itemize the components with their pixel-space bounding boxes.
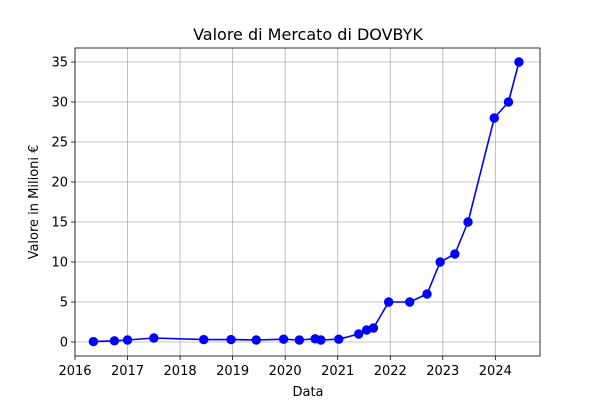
axes-frame bbox=[74, 47, 541, 357]
data-point-5 bbox=[226, 334, 236, 345]
data-point-7 bbox=[278, 334, 289, 344]
data-point-8 bbox=[294, 335, 305, 345]
data-point-17 bbox=[422, 289, 432, 299]
data-point-18 bbox=[435, 257, 445, 267]
x-tick-label-2020: 2020 bbox=[269, 364, 302, 379]
data-series bbox=[88, 57, 524, 347]
data-point-0 bbox=[88, 336, 99, 347]
data-point-20 bbox=[463, 217, 473, 227]
data-point-22 bbox=[503, 97, 514, 107]
x-tick-label-2016: 2016 bbox=[58, 364, 91, 379]
grid-lines bbox=[74, 48, 540, 356]
data-point-16 bbox=[404, 297, 415, 307]
data-point-1 bbox=[109, 336, 120, 346]
data-point-2 bbox=[122, 335, 133, 345]
data-point-6 bbox=[251, 335, 261, 345]
x-axis-label: Data bbox=[292, 385, 323, 400]
data-point-10 bbox=[316, 335, 326, 345]
data-point-15 bbox=[383, 297, 394, 307]
data-point-14 bbox=[368, 323, 379, 333]
y-tick-label-20: 20 bbox=[51, 176, 68, 191]
x-tick-label-2021: 2021 bbox=[321, 364, 354, 379]
y-tick-label-0: 0 bbox=[60, 336, 68, 351]
data-point-12 bbox=[354, 329, 364, 339]
data-point-11 bbox=[334, 334, 344, 344]
x-tick-label-2023: 2023 bbox=[426, 364, 459, 379]
y-tick-label-30: 30 bbox=[51, 96, 68, 111]
data-point-21 bbox=[489, 113, 499, 123]
y-tick-label-15: 15 bbox=[51, 216, 68, 231]
plot-frame bbox=[74, 47, 541, 357]
y-tick-label-25: 25 bbox=[51, 136, 68, 151]
x-tick-label-2024: 2024 bbox=[479, 364, 512, 379]
series-line-0 bbox=[93, 61, 520, 343]
x-tick-label-2017: 2017 bbox=[111, 364, 144, 379]
y-tick-label-35: 35 bbox=[51, 56, 68, 71]
chart-title: Valore di Mercato di DOVBYK bbox=[193, 25, 423, 44]
data-point-23 bbox=[514, 57, 524, 67]
x-tick-label-2022: 2022 bbox=[374, 364, 407, 379]
x-tick-label-2019: 2019 bbox=[216, 364, 249, 379]
y-tick-label-5: 5 bbox=[60, 296, 68, 311]
data-point-19 bbox=[450, 249, 460, 259]
axis-ticks: 2016 2017 2018 2019 2020 2021 2022 2023 2024 0 5 10… bbox=[51, 56, 511, 380]
data-point-3 bbox=[149, 333, 159, 343]
x-tick-label-2018: 2018 bbox=[164, 364, 197, 379]
data-point-4 bbox=[199, 334, 209, 345]
y-tick-label-10: 10 bbox=[51, 256, 68, 271]
y-axis-label: Valore in Milioni € bbox=[27, 145, 42, 260]
